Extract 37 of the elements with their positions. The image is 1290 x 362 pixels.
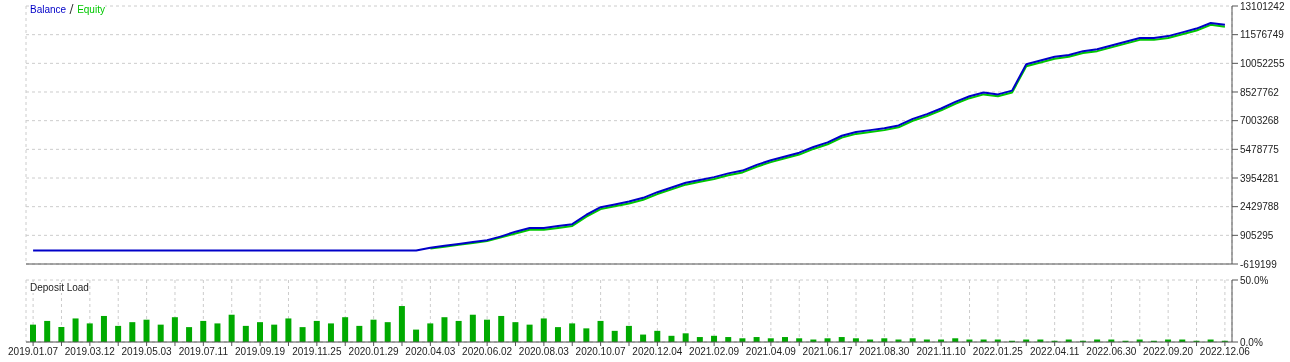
x-tick-label: 2020.08.03	[518, 346, 570, 358]
x-tick-label: 2021.11.10	[916, 346, 967, 358]
x-tick-label: 2020.12.04	[632, 346, 683, 358]
x-tick-label: 2022.01.25	[972, 346, 1024, 358]
x-tick-label: 2022.12.06	[1199, 346, 1251, 358]
x-tick-label: 2022.06.30	[1086, 346, 1137, 358]
y-tick-label: 7003268	[1240, 115, 1280, 127]
x-tick-label: 2019.09.19	[235, 346, 286, 358]
x-tick-label: 2022.04.11	[1029, 346, 1080, 358]
x-tick-label: 2021.06.17	[802, 346, 854, 358]
x-tick-label: 2022.09.20	[1143, 346, 1194, 358]
x-tick-label: 2019.07.11	[178, 346, 229, 358]
y-tick-label: 2429788	[1240, 201, 1280, 213]
x-tick-label: 2020.01.29	[348, 346, 400, 358]
y-tick-label: 11576749	[1240, 29, 1285, 41]
text: Equity	[77, 4, 105, 15]
y-tick-label: 3954281	[1240, 172, 1280, 184]
y-tick-label: 13101242	[1240, 0, 1285, 12]
y-tick-label: 5478775	[1240, 143, 1280, 155]
x-tick-label: 2019.05.03	[121, 346, 173, 358]
chart-title: Deposit Load	[30, 282, 89, 293]
x-tick-label: 2020.10.07	[575, 346, 627, 358]
y-tick-label: 905295	[1240, 229, 1274, 241]
y-tick-label: 0.0%	[1240, 336, 1263, 348]
text: Balance	[30, 4, 67, 15]
x-tick-label: 2020.04.03	[405, 346, 456, 358]
x-tick-label: 2019.03.12	[64, 346, 116, 358]
y-tick-label: 8527762	[1240, 86, 1280, 98]
x-tick-label: 2019.01.07	[8, 346, 59, 358]
y-tick-label: 10052255	[1240, 57, 1285, 69]
y-tick-label: -619199	[1240, 258, 1278, 270]
x-tick-label: 2021.08.30	[859, 346, 910, 358]
x-tick-label: 2020.06.02	[462, 346, 513, 358]
x-tick-label: 2021.04.09	[745, 346, 797, 358]
x-tick-label: 2021.02.09	[689, 346, 740, 358]
x-tick-label: 2019.11.25	[292, 346, 342, 358]
y-tick-label: 50.0%	[1240, 274, 1269, 286]
